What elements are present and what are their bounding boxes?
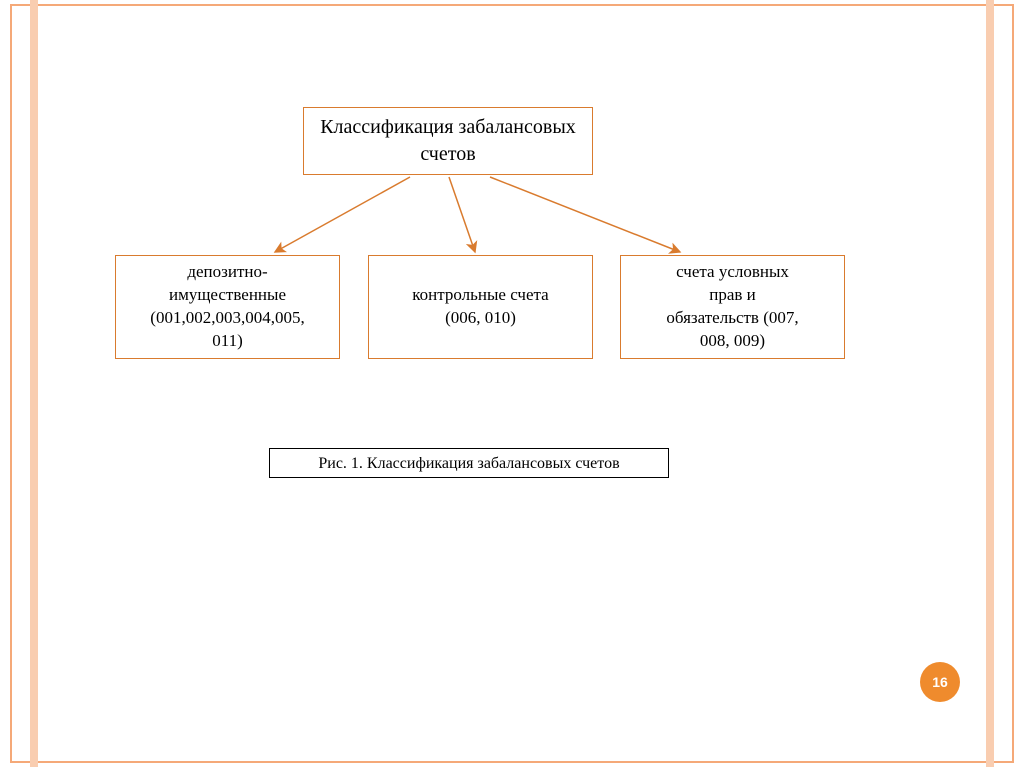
page-number-badge: 16 [920, 662, 960, 702]
tree-root-label: Классификация забалансовых счетов [320, 114, 576, 168]
decor-band-right [986, 0, 994, 767]
page-number: 16 [932, 674, 948, 690]
figure-caption-text: Рис. 1. Классификация забалансовых счето… [318, 455, 619, 472]
decor-band-left [30, 0, 38, 767]
tree-child-node: депозитно- имущественные (001,002,003,00… [115, 255, 340, 359]
figure-caption: Рис. 1. Классификация забалансовых счето… [269, 448, 669, 478]
tree-child-node: контрольные счета (006, 010) [368, 255, 593, 359]
tree-child-label: счета условных прав и обязательств (007,… [666, 261, 798, 353]
tree-child-label: контрольные счета (006, 010) [412, 284, 548, 330]
tree-child-node: счета условных прав и обязательств (007,… [620, 255, 845, 359]
tree-root-node: Классификация забалансовых счетов [303, 107, 593, 175]
tree-child-label: депозитно- имущественные (001,002,003,00… [150, 261, 304, 353]
